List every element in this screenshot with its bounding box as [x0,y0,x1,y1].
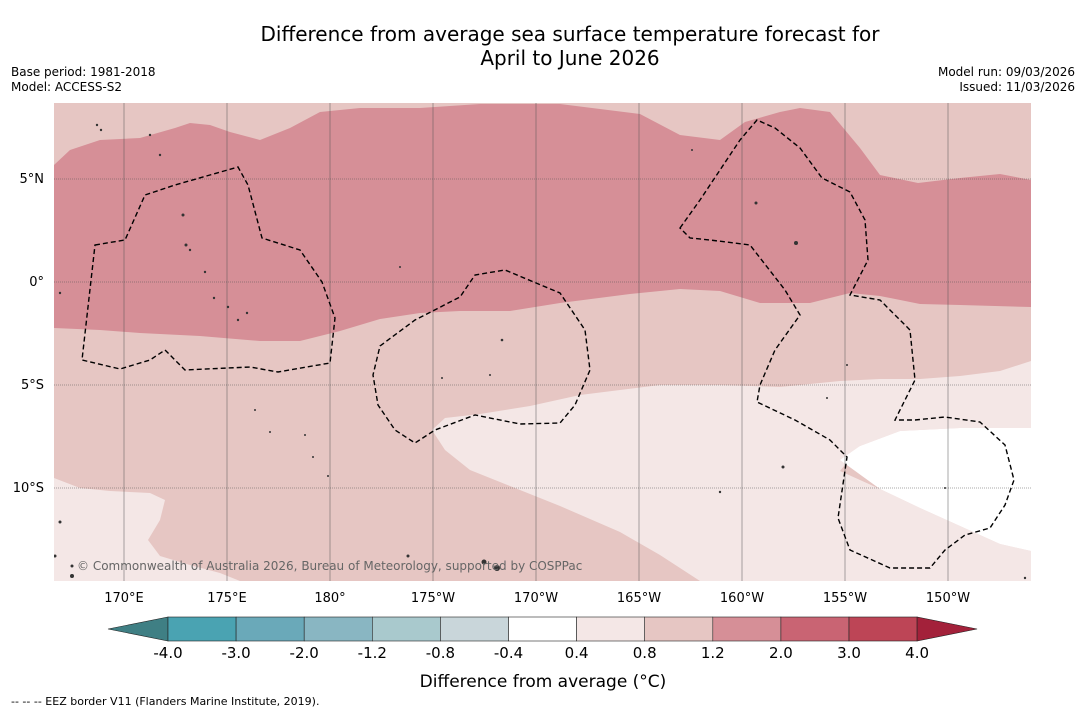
eez-border-kiribati-line [679,119,1015,569]
colorbar-tick-label: 0.8 [633,644,657,662]
lon-axis-labels: 170°E 175°E 180° 175°W 170°W 165°W 160°W… [104,591,970,606]
colorbar-tick-label: 2.0 [769,644,793,662]
lon-label: 170°W [514,591,558,606]
eez-border-kiribati-west [81,166,336,373]
lon-label: 165°W [617,591,661,606]
colorbar-segment [848,616,918,642]
colorbar-tick-label: -4.0 [153,644,182,662]
lon-label: 170°E [104,591,144,606]
map-area [54,103,1031,581]
colorbar-tick-label: -1.2 [358,644,387,662]
model-name: Model: ACCESS-S2 [11,80,123,94]
colorbar-tick-label: -2.0 [290,644,319,662]
colorbar: -4.0 -3.0 -2.0 -1.2 -0.8 -0.4 0.4 0.8 1.2 2.0 3.0 4… [107,616,978,662]
lon-label: 180° [314,591,345,606]
map-title: Difference from average sea surface temp… [0,22,1085,70]
lat-label: 10°S [13,481,44,496]
title-line-1: Difference from average sea surface temp… [260,22,880,46]
colorbar-tick-label: 3.0 [837,644,861,662]
colorbar-arrow-left [107,616,169,642]
lon-label: 150°W [926,591,970,606]
colorbar-segment [576,616,645,642]
title-line-2: April to June 2026 [480,46,660,70]
eez-borders [81,119,1015,569]
issued-date: Issued: 11/03/2026 [959,80,1075,94]
anomaly-band-0-8-left [54,478,240,581]
colorbar-tick-label: -3.0 [221,644,250,662]
colorbar-segment [371,616,441,642]
eez-legend-note: -- -- -- EEZ border V11 (Flanders Marine… [11,695,320,708]
lat-axis-labels: 5°N 0° 5°S 10°S [13,172,44,496]
colorbar-tick-label: -0.4 [494,644,523,662]
colorbar-label: Difference from average (°C) [420,672,667,692]
colorbar-tick-label: -0.8 [426,644,455,662]
colorbar-segment [780,616,850,642]
colorbar-segment [440,616,509,642]
meta-left: Base period: 1981-2018 Model: ACCESS-S2 [11,65,156,95]
lon-label: 155°W [823,591,867,606]
lat-label: 5°S [21,378,44,393]
colorbar-tick-label: 1.2 [701,644,725,662]
colorbar-segment [235,616,305,642]
meta-right: Model run: 09/03/2026 Issued: 11/03/2026 [938,65,1075,95]
colorbar-segment [303,616,373,642]
eez-border-tokelau [372,269,591,444]
copyright-notice: © Commonwealth of Australia 2026, Bureau… [77,559,582,573]
graticule [123,103,949,581]
colorbar-segment [167,616,237,642]
lon-label: 160°W [720,591,764,606]
anomaly-band-white [840,428,1031,551]
colorbar-tick-label: 0.4 [565,644,589,662]
anomaly-band-0-8-right [432,361,1031,581]
lat-label: 5°N [20,172,45,187]
colorbar-arrow-right [916,616,978,642]
colorbar-tick-label: 4.0 [905,644,929,662]
lon-label: 175°W [411,591,455,606]
lat-label: 0° [29,275,44,290]
model-run: Model run: 09/03/2026 [937,65,1075,79]
colorbar-segment [644,616,714,642]
lon-label: 175°E [207,591,247,606]
islands [54,123,1027,580]
base-period: Base period: 1981-2018 [11,65,156,79]
colorbar-segment [712,616,782,642]
latitude-lines [54,178,1031,489]
colorbar-segment [508,616,577,642]
